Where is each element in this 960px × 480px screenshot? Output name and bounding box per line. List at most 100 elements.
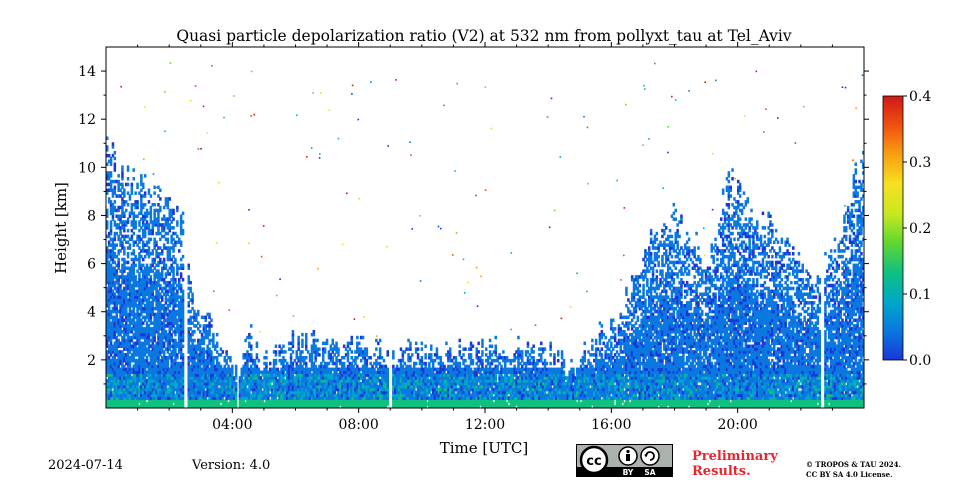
heatmap-cell (301, 384, 304, 389)
heatmap-cell (318, 347, 321, 351)
heatmap-cell (359, 350, 363, 354)
heatmap-cell (414, 399, 418, 403)
heatmap-cell (157, 396, 160, 400)
heatmap-cell (143, 382, 147, 386)
heatmap-cell (310, 402, 314, 406)
heatmap-cell (126, 254, 130, 259)
heatmap-cell (375, 373, 378, 377)
heatmap-cell (128, 347, 132, 351)
heatmap-cell (293, 396, 297, 400)
heatmap-cell (138, 399, 141, 403)
heatmap-cell (267, 390, 270, 395)
heatmap-cell (155, 376, 158, 380)
heatmap-cell (147, 396, 151, 400)
heatmap-cell (253, 396, 257, 400)
heatmap-cell (166, 289, 170, 294)
heatmap-cell (248, 356, 251, 360)
heatmap-cell (312, 361, 316, 366)
heatmap-cell (113, 347, 117, 351)
heatmap-cell (367, 405, 370, 408)
heatmap-cell (414, 384, 418, 389)
heatmap-cell (229, 384, 232, 389)
heatmap-cell (126, 304, 130, 308)
heatmap-cell (178, 309, 181, 314)
heatmap-cell (123, 295, 126, 299)
heatmap-cell (145, 330, 149, 334)
heatmap-cell (178, 347, 181, 351)
heatmap-cell (149, 283, 153, 288)
heatmap-cell (297, 341, 300, 346)
heatmap-cell (377, 361, 380, 366)
heatmap-cell (123, 382, 126, 386)
heatmap-cell (191, 364, 194, 369)
heatmap-cell (233, 393, 236, 398)
heatmap-cell (155, 353, 158, 357)
heatmap-cell (140, 217, 143, 221)
heatmap-cell (413, 379, 416, 383)
heatmap-cell (109, 358, 113, 363)
heatmap-cell (221, 367, 225, 372)
heatmap-cell (111, 266, 115, 270)
heatmap-cell (119, 318, 122, 322)
heatmap-cell (215, 341, 219, 346)
heatmap-cell (126, 353, 130, 357)
heatmap-cell (159, 278, 162, 282)
heatmap-cell (253, 387, 257, 392)
heatmap-cell (117, 387, 120, 392)
heatmap-cell (123, 214, 126, 218)
heatmap-cell (159, 344, 162, 348)
heatmap-cell (378, 393, 382, 398)
heatmap-cell (331, 387, 334, 392)
heatmap-cell (187, 373, 190, 377)
heatmap-cell (305, 382, 308, 386)
heatmap-cell (140, 289, 143, 294)
heatmap-cell (136, 379, 139, 383)
heatmap-cell (145, 315, 149, 320)
heatmap-cell (172, 295, 175, 299)
heatmap-cell (272, 370, 276, 374)
heatmap-cell (301, 373, 304, 377)
heatmap-cell (377, 384, 380, 389)
heatmap-cell (151, 231, 154, 236)
heatmap-cell (157, 252, 160, 256)
heatmap-cell (189, 396, 192, 400)
heatmap-cell (136, 185, 139, 190)
heatmap-cell (255, 364, 259, 369)
heatmap-cell (178, 301, 181, 305)
heatmap-cell (168, 257, 171, 262)
heatmap-cell (217, 390, 221, 395)
heatmap-cell (106, 399, 109, 403)
heatmap-cell (117, 396, 120, 400)
heatmap-cell (170, 278, 173, 282)
heatmap-cell (189, 338, 192, 343)
heatmap-cell (149, 237, 153, 242)
heatmap-cell (215, 373, 219, 377)
heatmap-cell (198, 358, 202, 363)
heatmap-cell (109, 361, 113, 366)
heatmap-cell (168, 370, 171, 374)
heatmap-cell (119, 289, 122, 294)
heatmap-cell (109, 162, 113, 166)
heatmap-cell (403, 350, 406, 354)
heatmap-cell (246, 390, 249, 395)
heatmap-cell (409, 405, 412, 408)
heatmap-cell (111, 364, 115, 369)
heatmap-cell (113, 260, 117, 265)
heatmap-cell (274, 370, 278, 374)
heatmap-cell (363, 364, 367, 369)
heatmap-cell (109, 188, 113, 192)
heatmap-cell (312, 402, 316, 406)
heatmap-cell (107, 387, 111, 392)
heatmap-cell (153, 295, 156, 299)
heatmap-cell (219, 376, 223, 380)
heatmap-cell (149, 211, 153, 216)
heatmap-cell (287, 393, 291, 398)
heatmap-cell (138, 341, 141, 346)
heatmap-cell (329, 405, 333, 408)
heatmap-cell (172, 246, 175, 250)
heatmap-cell (164, 396, 168, 400)
heatmap-cell (297, 347, 300, 351)
heatmap-cell (418, 402, 422, 406)
heatmap-cell (265, 382, 268, 386)
heatmap-cell (134, 289, 137, 294)
